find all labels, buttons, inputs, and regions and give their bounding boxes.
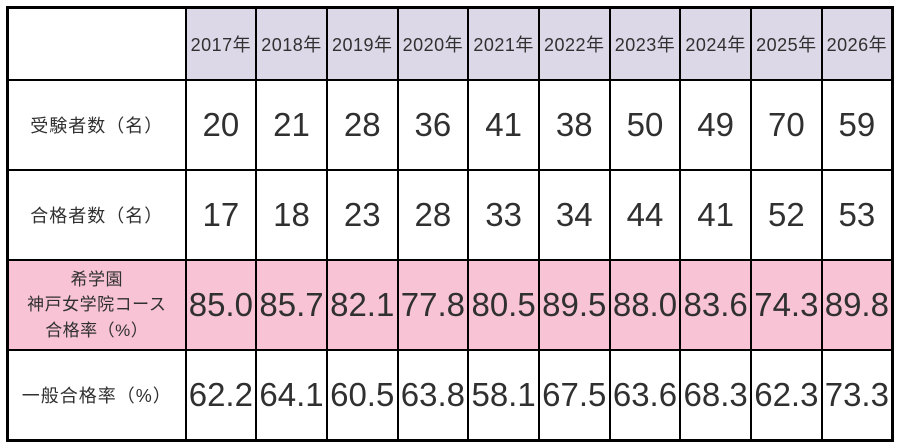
year-header-row: 2017年 2018年 2019年 2020年 2021年 2022年 2023… [6, 6, 894, 81]
nozomigakuen-pass-rate-value: 88.0 [608, 258, 682, 352]
general-pass-rate-row: 一般合格率（%） 62.2 64.1 60.5 63.8 58.1 67.5 6… [6, 349, 894, 442]
year-header-2026: 2026年 [820, 6, 894, 81]
nozomigakuen-pass-rate-value: 80.5 [467, 258, 540, 352]
passers-value: 28 [396, 168, 470, 262]
year-header-2023: 2023年 [608, 6, 682, 81]
applicants-value: 36 [396, 78, 470, 171]
passers-value: 34 [537, 168, 611, 262]
row-label-passers: 合格者数（名） [6, 168, 187, 262]
year-header-2021: 2021年 [467, 6, 540, 81]
general-pass-rate-value: 63.6 [608, 349, 682, 442]
passers-value: 53 [820, 168, 894, 262]
admission-stats-table: 2017年 2018年 2019年 2020年 2021年 2022年 2023… [6, 6, 894, 442]
general-pass-rate-value: 63.8 [396, 349, 470, 442]
applicants-value: 20 [184, 78, 258, 171]
passers-value: 41 [679, 168, 752, 262]
passers-value: 17 [184, 168, 258, 262]
passers-value: 44 [608, 168, 682, 262]
applicants-value: 70 [750, 78, 823, 171]
corner-cell [6, 6, 187, 81]
general-pass-rate-value: 73.3 [820, 349, 894, 442]
row-label-applicants: 受験者数（名） [6, 78, 187, 171]
nozomigakuen-pass-rate-row: 希学園 神戸女学院コース 合格率（%） 85.0 85.7 82.1 77.8 … [6, 258, 894, 352]
nozomigakuen-pass-rate-value: 77.8 [396, 258, 470, 352]
applicants-value: 50 [608, 78, 682, 171]
general-pass-rate-value: 62.2 [184, 349, 258, 442]
nozomigakuen-pass-rate-value: 83.6 [679, 258, 752, 352]
passers-value: 18 [255, 168, 328, 262]
year-header-2024: 2024年 [679, 6, 752, 81]
year-header-2020: 2020年 [396, 6, 470, 81]
general-pass-rate-value: 68.3 [679, 349, 752, 442]
passers-row: 合格者数（名） 17 18 23 28 33 34 44 41 52 53 [6, 168, 894, 262]
year-header-2019: 2019年 [325, 6, 399, 81]
general-pass-rate-value: 58.1 [467, 349, 540, 442]
nozomigakuen-pass-rate-value: 82.1 [325, 258, 399, 352]
row-label-general-pass-rate: 一般合格率（%） [6, 349, 187, 442]
applicants-value: 28 [325, 78, 399, 171]
general-pass-rate-value: 62.3 [750, 349, 823, 442]
year-header-2022: 2022年 [537, 6, 611, 81]
general-pass-rate-value: 64.1 [255, 349, 328, 442]
nozomigakuen-pass-rate-value: 74.3 [750, 258, 823, 352]
applicants-value: 41 [467, 78, 540, 171]
nozomigakuen-pass-rate-value: 85.7 [255, 258, 328, 352]
applicants-row: 受験者数（名） 20 21 28 36 41 38 50 49 70 59 [6, 78, 894, 171]
row-label-nozomigakuen-pass-rate: 希学園 神戸女学院コース 合格率（%） [6, 258, 187, 352]
applicants-value: 38 [537, 78, 611, 171]
nozomigakuen-pass-rate-value: 89.5 [537, 258, 611, 352]
year-header-2018: 2018年 [255, 6, 328, 81]
applicants-value: 49 [679, 78, 752, 171]
passers-value: 33 [467, 168, 540, 262]
applicants-value: 21 [255, 78, 328, 171]
applicants-value: 59 [820, 78, 894, 171]
general-pass-rate-value: 60.5 [325, 349, 399, 442]
nozomigakuen-pass-rate-value: 85.0 [184, 258, 258, 352]
general-pass-rate-value: 67.5 [537, 349, 611, 442]
passers-value: 23 [325, 168, 399, 262]
passers-value: 52 [750, 168, 823, 262]
nozomigakuen-pass-rate-value: 89.8 [820, 258, 894, 352]
year-header-2017: 2017年 [184, 6, 258, 81]
year-header-2025: 2025年 [750, 6, 823, 81]
